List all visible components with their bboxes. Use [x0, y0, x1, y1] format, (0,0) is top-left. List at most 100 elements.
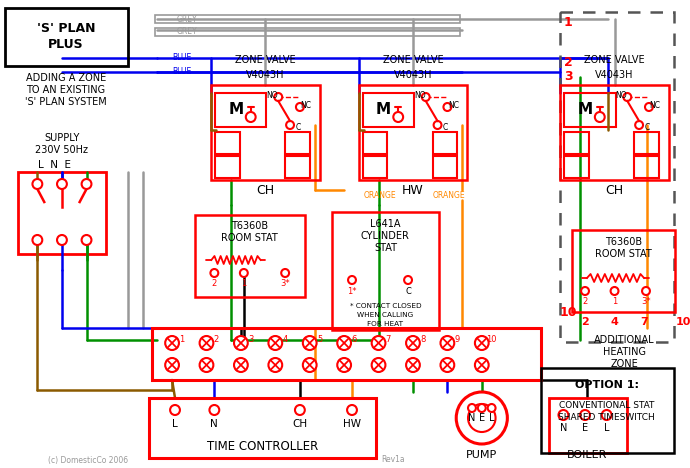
Circle shape [580, 410, 590, 420]
Text: 1: 1 [241, 279, 246, 288]
Circle shape [57, 179, 67, 189]
Circle shape [246, 112, 255, 122]
Bar [285, 132, 310, 154]
Text: NC: NC [300, 101, 311, 110]
Circle shape [433, 121, 442, 129]
Text: NC: NC [649, 101, 660, 110]
Text: 2: 2 [582, 298, 588, 307]
Bar [560, 12, 673, 342]
Text: CH: CH [293, 419, 308, 429]
Circle shape [337, 358, 351, 372]
Circle shape [210, 405, 219, 415]
Circle shape [478, 404, 486, 412]
Text: L: L [172, 419, 178, 429]
Text: 'S' PLAN SYSTEM: 'S' PLAN SYSTEM [25, 97, 107, 107]
Circle shape [165, 336, 179, 350]
Text: FOR HEAT: FOR HEAT [368, 321, 404, 327]
Circle shape [475, 358, 489, 372]
Text: N: N [469, 413, 475, 423]
Bar [572, 230, 675, 312]
Text: ZONE VALVE: ZONE VALVE [383, 55, 443, 65]
Text: 6: 6 [351, 336, 357, 344]
Circle shape [602, 410, 611, 420]
Text: PUMP: PUMP [466, 450, 497, 460]
Bar [433, 156, 457, 178]
Text: 8: 8 [420, 336, 426, 344]
Bar [215, 93, 266, 127]
Text: 4: 4 [282, 336, 288, 344]
Text: 2: 2 [564, 56, 573, 68]
Text: 9: 9 [455, 336, 460, 344]
Circle shape [475, 336, 489, 350]
Text: NO: NO [266, 90, 278, 100]
Text: 1*: 1* [347, 286, 357, 295]
Text: TO AN EXISTING: TO AN EXISTING [26, 85, 106, 95]
Text: STAT: STAT [374, 243, 397, 253]
Text: E: E [582, 423, 588, 433]
Text: 5: 5 [317, 336, 322, 344]
Text: L: L [604, 423, 609, 433]
Circle shape [406, 336, 420, 350]
Circle shape [81, 179, 92, 189]
Text: V4043H: V4043H [394, 70, 432, 80]
Text: 7: 7 [386, 336, 391, 344]
Text: BLUE: BLUE [172, 53, 191, 63]
Circle shape [372, 336, 386, 350]
Text: Rev1a: Rev1a [382, 455, 405, 465]
Bar [363, 156, 387, 178]
Bar [363, 93, 414, 127]
Bar [541, 368, 673, 453]
Text: PLUS: PLUS [48, 37, 83, 51]
Circle shape [240, 269, 248, 277]
Text: T6360B: T6360B [605, 237, 642, 247]
Text: CONVENTIONAL STAT: CONVENTIONAL STAT [559, 401, 654, 410]
Circle shape [623, 93, 631, 101]
Bar [333, 212, 439, 330]
Bar [634, 156, 659, 178]
Text: * CONTACT CLOSED: * CONTACT CLOSED [350, 303, 421, 309]
Bar [549, 398, 627, 453]
Text: ROOM STAT: ROOM STAT [221, 233, 278, 243]
Text: 3*: 3* [641, 298, 651, 307]
Text: C: C [405, 286, 411, 295]
Circle shape [286, 121, 294, 129]
Text: 3*: 3* [280, 279, 290, 288]
Text: NC: NC [448, 101, 459, 110]
Bar [155, 28, 460, 36]
Circle shape [393, 112, 403, 122]
Bar [195, 215, 305, 297]
Text: ZONE: ZONE [611, 359, 638, 369]
Text: CH: CH [257, 183, 275, 197]
Text: C: C [443, 123, 448, 132]
Bar [152, 328, 541, 380]
Circle shape [57, 235, 67, 245]
Text: SUPPLY: SUPPLY [44, 133, 79, 143]
Text: L641A: L641A [370, 219, 401, 229]
Text: M: M [578, 102, 593, 117]
Circle shape [558, 410, 569, 420]
Circle shape [488, 404, 495, 412]
Text: 10: 10 [486, 336, 497, 344]
Text: HW: HW [343, 419, 361, 429]
Circle shape [210, 269, 218, 277]
Text: 3: 3 [564, 71, 573, 83]
Circle shape [296, 103, 304, 111]
Text: ZONE VALVE: ZONE VALVE [235, 55, 296, 65]
Circle shape [645, 103, 653, 111]
Text: GREY: GREY [177, 28, 197, 37]
Text: 2: 2 [581, 317, 589, 327]
Circle shape [303, 336, 317, 350]
Circle shape [234, 336, 248, 350]
Circle shape [595, 112, 604, 122]
Text: M: M [376, 102, 391, 117]
Text: NO: NO [615, 90, 627, 100]
Text: HEATING: HEATING [603, 347, 646, 357]
Bar [634, 132, 659, 154]
Text: WHEN CALLING: WHEN CALLING [357, 312, 413, 318]
Text: GREY: GREY [177, 15, 197, 23]
Circle shape [611, 287, 618, 295]
Text: 2: 2 [212, 279, 217, 288]
Circle shape [440, 336, 454, 350]
Text: SHARED TIMESWITCH: SHARED TIMESWITCH [558, 414, 655, 423]
Circle shape [268, 358, 282, 372]
